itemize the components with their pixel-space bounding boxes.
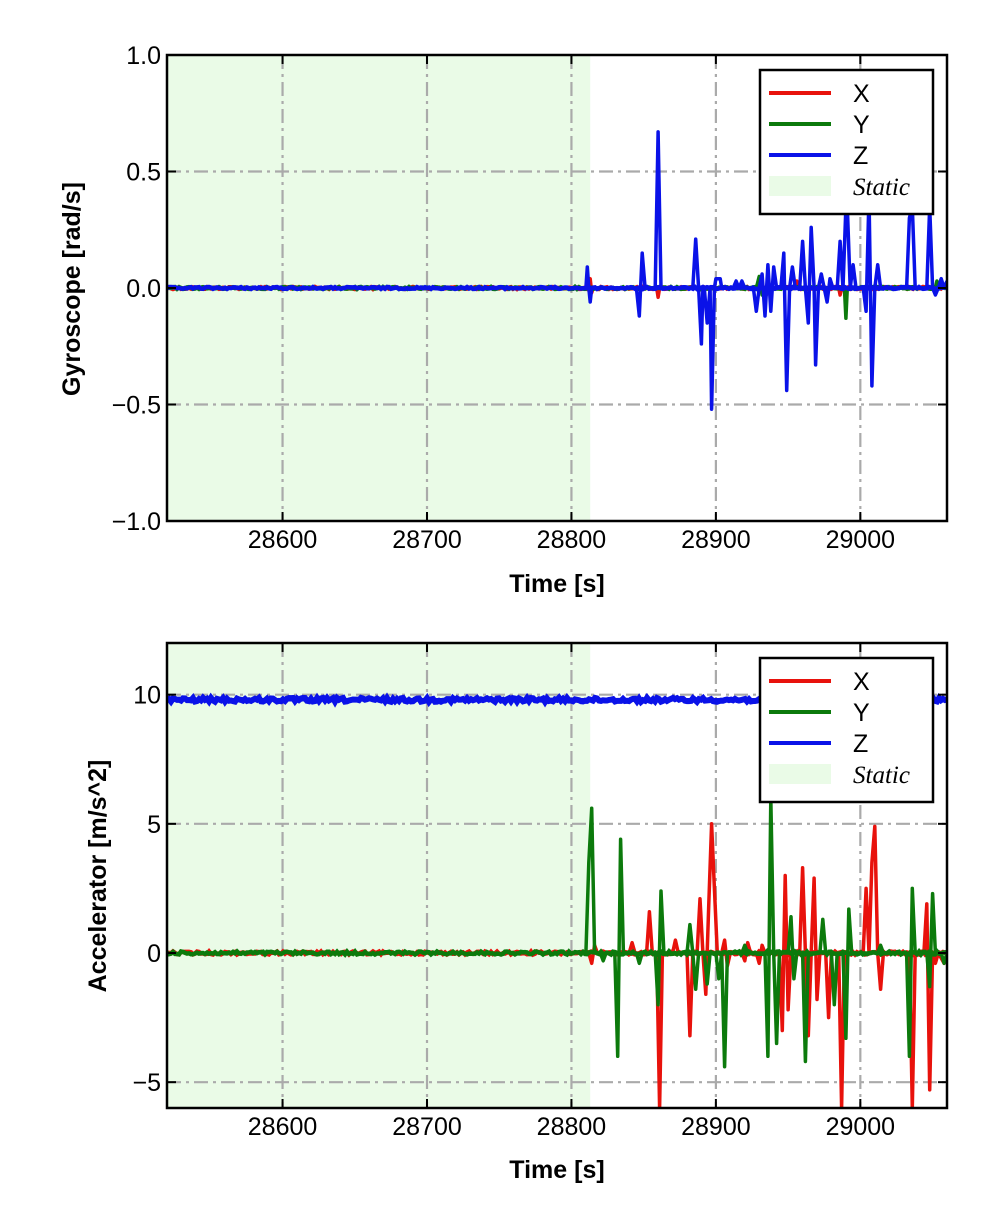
plot-frame xyxy=(165,641,949,1110)
y-tick-label: −5 xyxy=(132,1069,161,1097)
x-axis-label: Time [s] xyxy=(509,1156,604,1184)
y-tick-label: −1.0 xyxy=(112,508,161,536)
x-tick-label: 28800 xyxy=(537,526,607,554)
legend-swatch-static xyxy=(769,764,831,784)
y-axis-label: Accelerator [m/s^2] xyxy=(84,760,112,993)
gyroscope-chart: 28600 28700 28800 28900 29000 −1.0 −0.5 0.0 0.5 1… xyxy=(58,42,949,598)
axes-frame xyxy=(165,53,949,523)
x-tick-label: 29000 xyxy=(826,1113,896,1141)
series-z-line xyxy=(584,130,947,411)
legend-label-z: Z xyxy=(853,730,868,758)
series-y-line xyxy=(584,796,947,1069)
x-tick-label: 28600 xyxy=(248,1113,318,1141)
x-tick-label: 28900 xyxy=(681,526,751,554)
y-tick-label: 0.5 xyxy=(126,159,161,187)
y-tick-label: −0.5 xyxy=(112,392,161,420)
legend-label-y: Y xyxy=(853,111,870,139)
legend-label-x: X xyxy=(853,668,870,696)
static-span xyxy=(167,643,591,1108)
static-region xyxy=(167,643,591,1108)
x-tick-label: 28900 xyxy=(681,1113,751,1141)
legend-label-y: Y xyxy=(853,699,870,727)
legend-swatch-static xyxy=(769,176,831,196)
x-tick-label: 29000 xyxy=(826,526,896,554)
legend: XYZ Static xyxy=(758,656,935,804)
accelerator-chart: 28600 28700 28800 28900 29000 −5 0 5 10 Time [s]… xyxy=(84,641,949,1184)
x-tick-label: 28700 xyxy=(392,1113,462,1141)
y-tick-label: 0.0 xyxy=(126,275,161,303)
x-tick-label: 28800 xyxy=(537,1113,607,1141)
series-lines xyxy=(167,130,947,411)
x-axis-label: Time [s] xyxy=(509,570,604,598)
tick-labels: 28600 28700 28800 28900 29000 −1.0 −0.5 0.0 0.5 1… xyxy=(112,42,895,554)
legend-label-static: Static xyxy=(853,174,910,201)
y-tick-label: 10 xyxy=(133,682,161,710)
y-tick-label: 5 xyxy=(147,811,161,839)
y-axis-label: Gyroscope [rad/s] xyxy=(58,182,86,396)
legend: XYZ Static xyxy=(758,68,935,216)
x-tick-label: 28600 xyxy=(248,526,318,554)
legend-label-x: X xyxy=(853,80,870,108)
x-tick-label: 28700 xyxy=(392,526,462,554)
y-tick-label: 0 xyxy=(147,940,161,968)
legend-label-static: Static xyxy=(853,762,910,789)
y-tick-label: 1.0 xyxy=(126,42,161,70)
tick-labels: 28600 28700 28800 28900 29000 −5 0 5 10 xyxy=(132,682,895,1141)
legend-label-z: Z xyxy=(853,142,868,170)
axes-frame xyxy=(165,641,949,1110)
